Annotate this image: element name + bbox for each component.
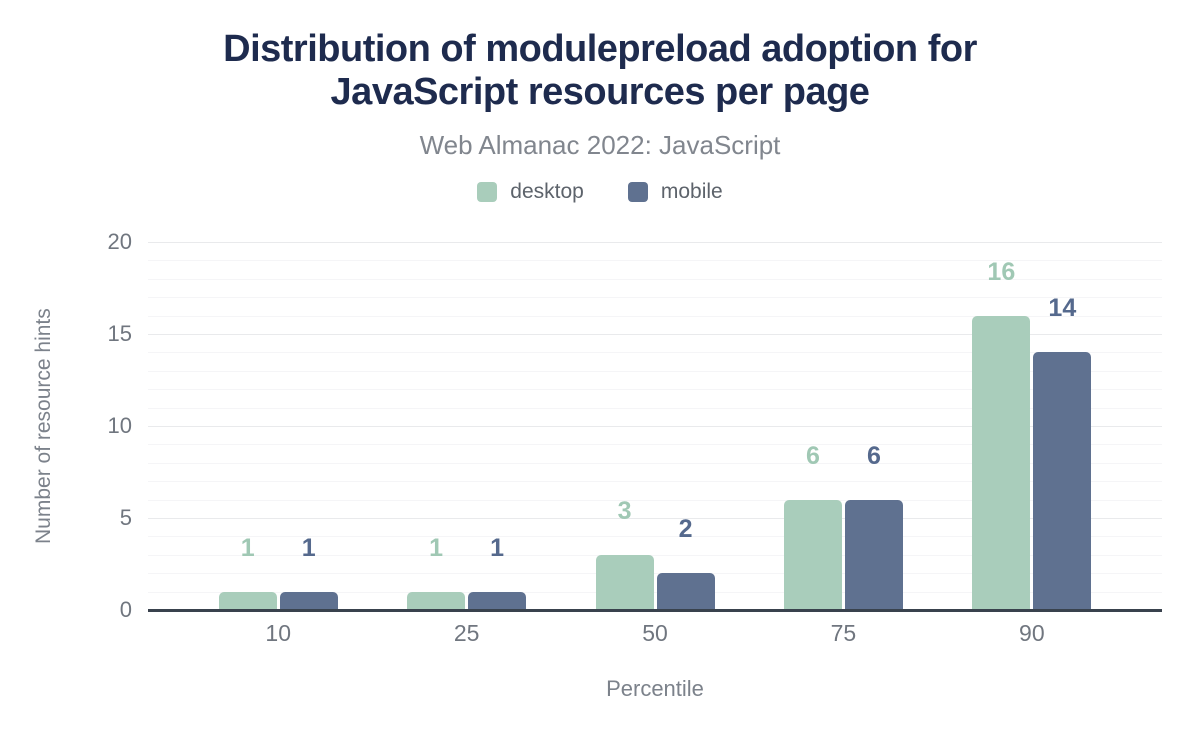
bar-mobile[interactable]: 1 — [468, 535, 527, 610]
gridline-minor — [148, 444, 1162, 446]
gridline-minor — [148, 481, 1162, 483]
gridline-major — [148, 426, 1162, 427]
bar-group-90: 16 14 90 — [938, 242, 1126, 646]
bar-group-10: 1 1 10 — [184, 242, 372, 646]
bar-group-25: 1 1 25 — [372, 242, 560, 646]
gridline-major — [148, 334, 1162, 335]
bar-value-label: 6 — [866, 441, 881, 470]
gridline-minor — [148, 389, 1162, 391]
bar-group-75: 6 6 75 — [749, 242, 937, 646]
bar-desktop[interactable]: 1 — [407, 535, 466, 610]
y-tick-label: 5 — [119, 505, 132, 530]
bar-group-50: 3 2 50 — [561, 242, 749, 646]
y-tick-label: 20 — [107, 229, 132, 254]
legend-label-desktop: desktop — [510, 180, 584, 203]
chart-subtitle: Web Almanac 2022: JavaScript — [419, 130, 781, 160]
gridline-minor — [148, 499, 1162, 501]
x-tick-label: 10 — [265, 620, 291, 646]
bar-value-label: 14 — [1048, 294, 1077, 323]
x-tick-label: 25 — [453, 620, 480, 646]
legend-swatch-mobile-icon — [627, 182, 648, 202]
legend-label-mobile: mobile — [660, 180, 723, 203]
legend-swatch-desktop-icon — [477, 182, 498, 202]
gridline-minor — [148, 370, 1162, 372]
bar-mobile[interactable]: 6 — [844, 443, 903, 610]
legend-item-mobile[interactable]: mobile — [627, 180, 723, 204]
x-axis-title: Percentile — [606, 676, 704, 701]
gridline-minor — [148, 554, 1162, 556]
bar-value-label: 1 — [301, 533, 316, 562]
gridline-minor — [148, 407, 1162, 409]
x-tick-label: 90 — [1019, 620, 1045, 646]
bar-mobile[interactable]: 1 — [279, 535, 338, 610]
gridline-minor — [148, 462, 1162, 464]
gridline-major — [148, 242, 1162, 243]
bar-desktop[interactable]: 3 — [595, 498, 654, 610]
y-tick-label: 10 — [107, 413, 132, 438]
gridline-minor — [148, 352, 1162, 354]
plot-area: 1 1 10 1 1 25 3 2 50 6 6 75 16 14 90 — [148, 242, 1162, 646]
gridline-minor — [148, 278, 1162, 280]
gridline-minor — [148, 260, 1162, 262]
bar-value-label: 1 — [240, 533, 255, 562]
x-axis-line — [148, 609, 1162, 612]
y-axis-ticks: 0 5 10 15 20 — [0, 229, 132, 622]
gridline-minor — [148, 297, 1162, 299]
gridline-minor — [148, 315, 1162, 317]
bar-value-label: 1 — [429, 533, 444, 562]
gridline-minor — [148, 591, 1162, 593]
x-tick-label: 75 — [830, 620, 857, 646]
y-tick-label: 0 — [119, 597, 132, 622]
bar-groups: 1 1 10 1 1 25 3 2 50 6 6 75 16 14 90 — [148, 242, 1162, 646]
gridline-major — [148, 518, 1162, 519]
bar-value-label: 6 — [805, 441, 820, 470]
legend: desktop mobile — [0, 180, 1200, 204]
bar-value-label: 16 — [987, 257, 1016, 286]
bar-mobile[interactable]: 14 — [1033, 296, 1092, 610]
gridline-minor — [148, 573, 1162, 575]
y-tick-label: 15 — [107, 321, 132, 346]
bar-desktop[interactable]: 16 — [972, 259, 1031, 610]
bar-mobile[interactable]: 2 — [656, 517, 715, 610]
x-tick-label: 50 — [642, 620, 668, 646]
bar-value-label: 1 — [490, 533, 505, 562]
bar-value-label: 3 — [617, 496, 632, 525]
bar-desktop[interactable]: 1 — [218, 535, 277, 610]
legend-item-desktop[interactable]: desktop — [477, 180, 584, 204]
gridline-minor — [148, 536, 1162, 538]
bar-value-label: 2 — [678, 515, 693, 544]
bar-desktop[interactable]: 6 — [783, 443, 842, 610]
chart-title: Distribution of modulepreload adoption f… — [223, 28, 977, 114]
